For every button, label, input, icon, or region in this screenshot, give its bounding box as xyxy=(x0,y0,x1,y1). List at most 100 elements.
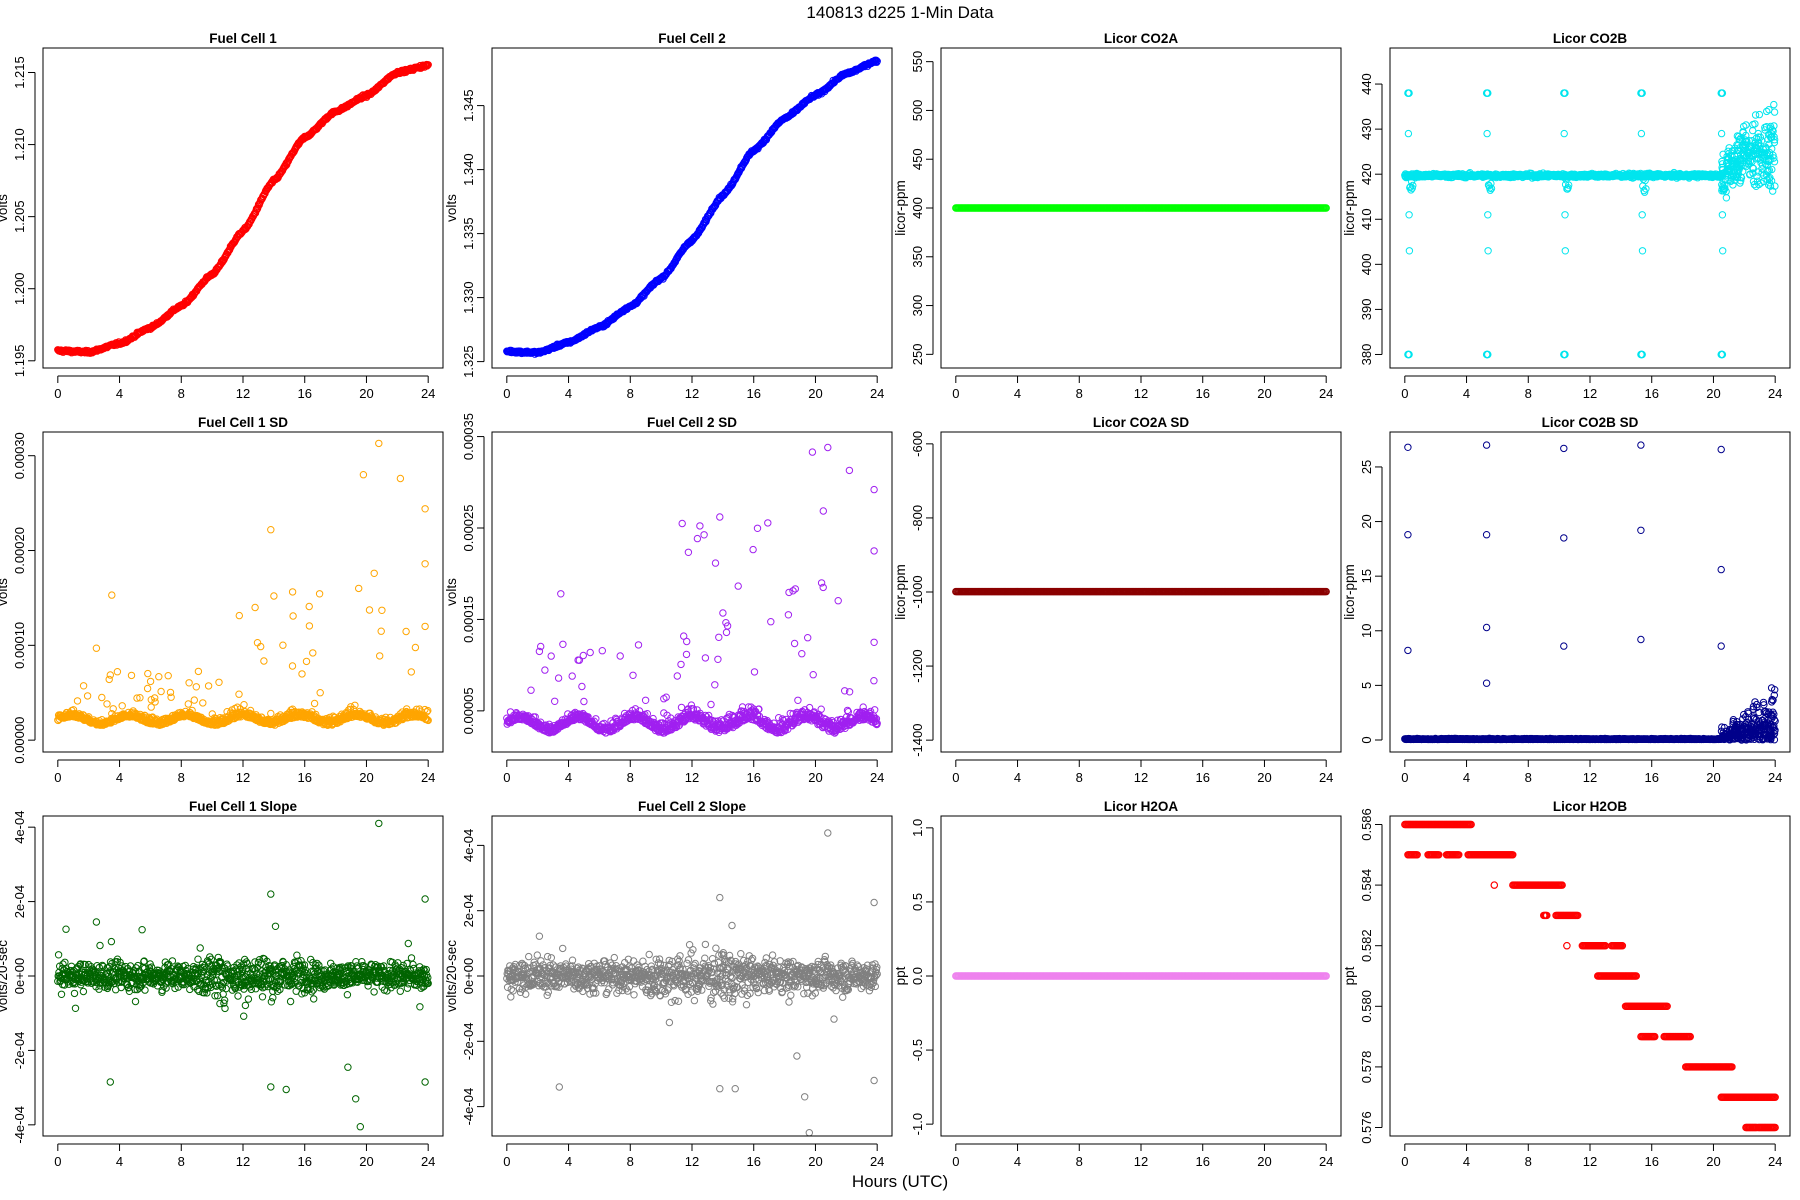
x-tick-label: 4 xyxy=(1463,386,1470,401)
data-point xyxy=(424,716,432,725)
data-point xyxy=(423,708,431,716)
x-tick-label: 16 xyxy=(1644,386,1658,401)
data-point xyxy=(310,699,319,708)
data-point xyxy=(204,682,213,690)
data-point xyxy=(370,569,378,577)
data-point xyxy=(1724,156,1732,164)
data-point xyxy=(1764,156,1773,165)
data-point xyxy=(143,684,152,693)
data-point xyxy=(1718,211,1727,219)
data-point xyxy=(375,439,383,448)
series-points xyxy=(1401,89,1779,359)
data-point xyxy=(1758,161,1767,169)
data-point xyxy=(421,505,429,513)
data-point xyxy=(235,611,244,620)
y-tick-label: 450 xyxy=(910,148,925,170)
data-point xyxy=(157,687,165,696)
data-point xyxy=(1408,184,1416,192)
data-point xyxy=(199,699,207,707)
plot-frame xyxy=(940,47,1342,369)
data-point xyxy=(729,712,738,721)
y-tick-label: 0.00025 xyxy=(461,505,476,552)
data-point xyxy=(1718,350,1727,359)
x-tick-label: 0 xyxy=(1401,386,1408,401)
data-point xyxy=(1405,247,1414,255)
data-point xyxy=(531,713,539,721)
data-point xyxy=(1771,182,1779,190)
data-point xyxy=(755,705,763,713)
data-point xyxy=(106,671,115,679)
data-point xyxy=(1761,143,1770,151)
x-tick-label: 4 xyxy=(116,386,123,401)
data-point xyxy=(147,703,155,711)
data-point xyxy=(1404,129,1413,138)
x-tick-label: 12 xyxy=(236,770,250,785)
y-tick-label: 420 xyxy=(1359,163,1374,185)
x-tick-label: 8 xyxy=(178,770,185,785)
data-point xyxy=(402,627,410,636)
y-tick-label: 1.200 xyxy=(12,272,27,305)
x-tick-label: 16 xyxy=(297,386,311,401)
x-tick-label: 24 xyxy=(1768,386,1782,401)
x-tick-label: 8 xyxy=(178,386,185,401)
data-point xyxy=(777,728,786,736)
data-point xyxy=(288,662,297,670)
data-point xyxy=(73,697,82,705)
data-point xyxy=(1737,134,1745,142)
data-point xyxy=(267,709,275,718)
x-tick-label: 12 xyxy=(685,770,699,785)
data-point xyxy=(1762,123,1771,131)
x-tick-label: 16 xyxy=(746,770,760,785)
data-point xyxy=(136,694,144,702)
data-point xyxy=(687,701,696,709)
data-point xyxy=(83,692,92,700)
data-point xyxy=(1640,188,1649,196)
data-point xyxy=(1757,179,1765,187)
data-point xyxy=(147,696,156,704)
data-point xyxy=(724,721,733,729)
data-point xyxy=(155,673,163,681)
y-tick-label: 350 xyxy=(910,246,925,268)
y-tick-label: 1.215 xyxy=(12,56,27,89)
y-tick-label: 0.00030 xyxy=(12,432,27,479)
data-point xyxy=(288,588,297,596)
data-point xyxy=(681,716,689,725)
data-point xyxy=(1752,155,1760,163)
data-point xyxy=(873,57,881,65)
data-point xyxy=(1768,133,1776,142)
data-point xyxy=(305,602,313,611)
data-point xyxy=(1484,211,1492,219)
data-point xyxy=(1722,187,1730,196)
data-point xyxy=(1763,107,1771,116)
figure-x-axis-label: Hours (UTC) xyxy=(851,1172,949,1191)
x-tick-label: 12 xyxy=(1134,386,1148,401)
data-point xyxy=(1753,177,1762,185)
data-point xyxy=(1638,350,1646,359)
data-point xyxy=(1741,141,1749,149)
data-point xyxy=(315,590,324,598)
y-tick-label: 380 xyxy=(1359,344,1374,366)
data-point xyxy=(667,714,675,722)
data-point xyxy=(407,668,415,676)
data-point xyxy=(421,560,429,568)
data-point xyxy=(1747,142,1755,150)
data-point xyxy=(144,669,152,678)
y-tick-label: 0.00005 xyxy=(461,687,476,734)
data-point xyxy=(215,678,223,686)
data-point xyxy=(347,703,355,711)
x-tick-label: 0 xyxy=(503,386,510,401)
data-point xyxy=(69,706,78,714)
data-point xyxy=(1751,111,1760,119)
data-point xyxy=(1561,247,1570,255)
series-points xyxy=(54,60,432,357)
x-tick-label: 20 xyxy=(359,386,373,401)
data-point xyxy=(1737,154,1745,163)
data-point xyxy=(194,667,203,676)
x-tick-label: 4 xyxy=(116,770,123,785)
data-point xyxy=(1638,247,1647,255)
x-tick-label: 20 xyxy=(808,770,822,785)
data-point xyxy=(1751,150,1760,158)
panel-title: Fuel Cell 1 xyxy=(209,31,277,46)
x-tick-label: 24 xyxy=(1319,386,1333,401)
